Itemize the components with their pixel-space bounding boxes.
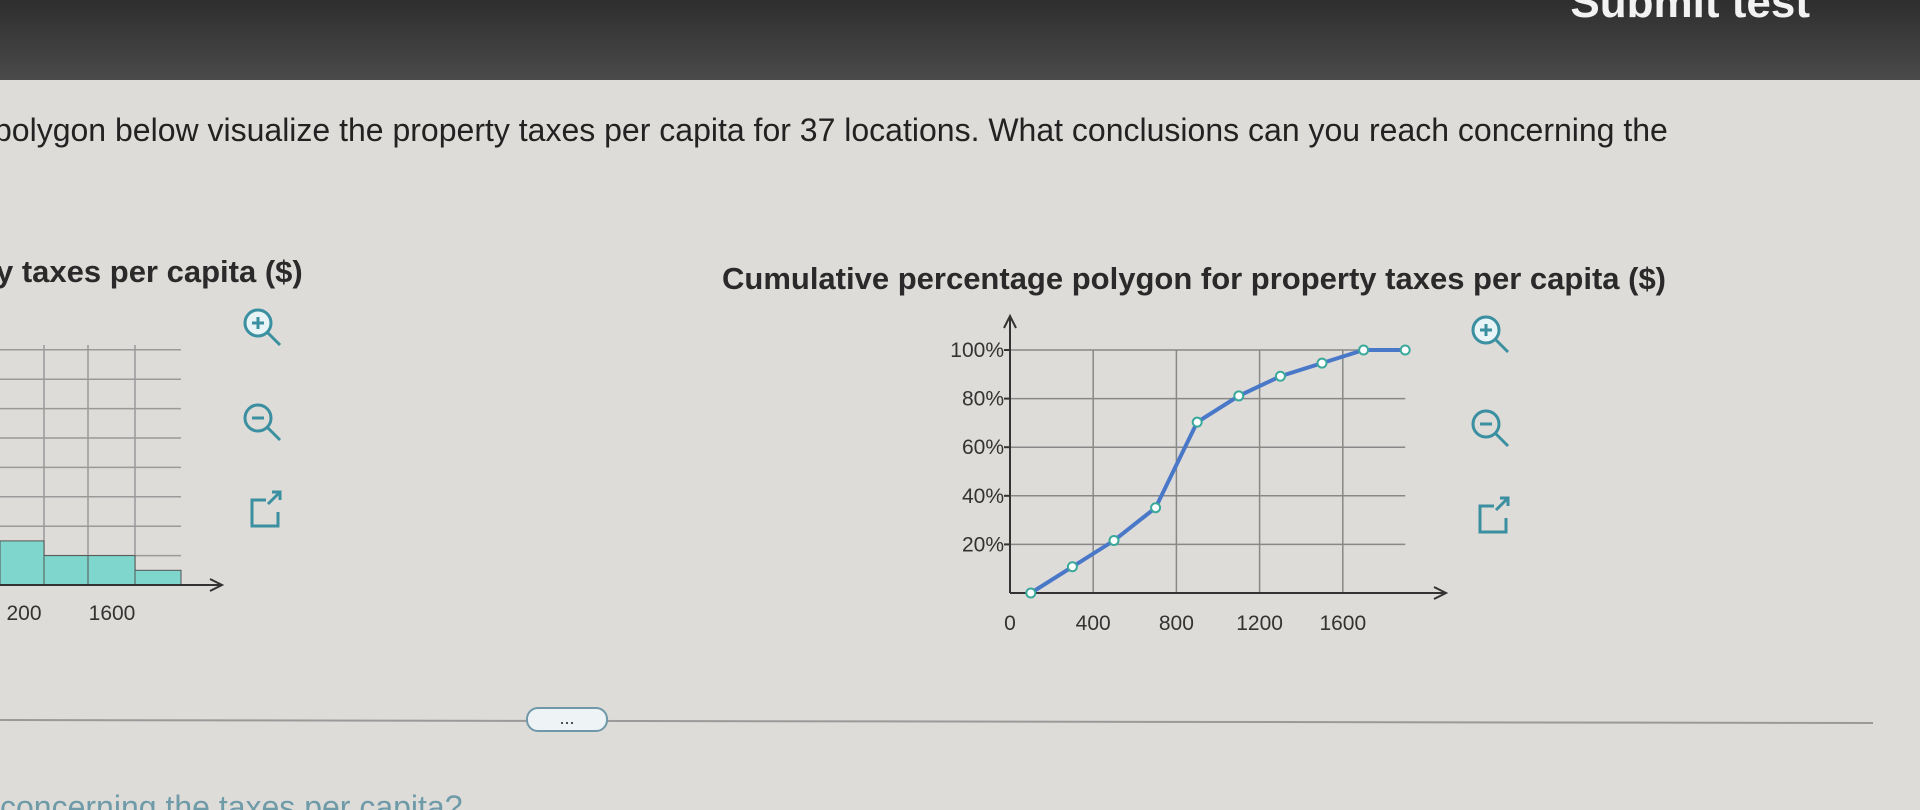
polygon-point [1191, 416, 1203, 428]
more-button-label: ... [559, 708, 574, 728]
open-icon[interactable] [250, 490, 282, 528]
submit-button[interactable]: Submit test [1570, 0, 1810, 27]
polygon-point [1108, 535, 1120, 547]
y-tick-label: 20% [962, 533, 1004, 556]
y-tick-label: 100% [950, 339, 1004, 362]
zoom-in-icon[interactable] [243, 308, 282, 347]
zoom-out-icon[interactable] [243, 403, 282, 442]
y-tick-label: 80% [962, 388, 1004, 411]
polygon-point [1274, 370, 1286, 382]
histogram-bar [134, 569, 182, 586]
histogram-bar [0, 540, 45, 586]
polygon-point [1316, 357, 1328, 369]
x-tick-label: 1200 [1236, 612, 1283, 635]
x-axis [0, 578, 225, 592]
x-tick-label: 1600 [89, 602, 136, 625]
followup-text: concerning the taxes per capita? [0, 789, 463, 810]
histogram-title: y taxes per capita ($) [0, 254, 303, 289]
y-axis [1003, 313, 1017, 593]
polygon-point [1066, 561, 1078, 573]
x-tick-label: 0 [1004, 612, 1016, 635]
question-text: polygon below visualize the property tax… [0, 112, 1668, 148]
polygon-point [1399, 344, 1411, 356]
y-tick-label: 60% [962, 436, 1004, 459]
x-tick-label: 400 [1076, 612, 1111, 635]
polygon-point [1358, 344, 1370, 356]
more-button[interactable] [526, 707, 608, 732]
header-bar: Submit test [0, 0, 1920, 80]
separator [0, 719, 1874, 724]
histogram-bar [43, 555, 89, 586]
polygon-title: Cumulative percentage polygon for proper… [722, 261, 1666, 296]
polygon-point [1150, 502, 1162, 514]
open-icon[interactable] [1478, 496, 1510, 534]
polygon-line [1029, 348, 1406, 595]
histogram-bar [87, 555, 136, 586]
x-tick-label: 800 [1159, 612, 1194, 635]
x-tick-label: 200 [6, 602, 41, 625]
x-tick-label: 1600 [1319, 612, 1366, 635]
polygon-point [1025, 587, 1037, 599]
y-tick-label: 40% [962, 485, 1004, 508]
x-axis [1010, 586, 1449, 600]
zoom-in-icon[interactable] [1471, 315, 1510, 354]
zoom-out-icon[interactable] [1471, 409, 1510, 448]
polygon-point [1233, 390, 1245, 402]
